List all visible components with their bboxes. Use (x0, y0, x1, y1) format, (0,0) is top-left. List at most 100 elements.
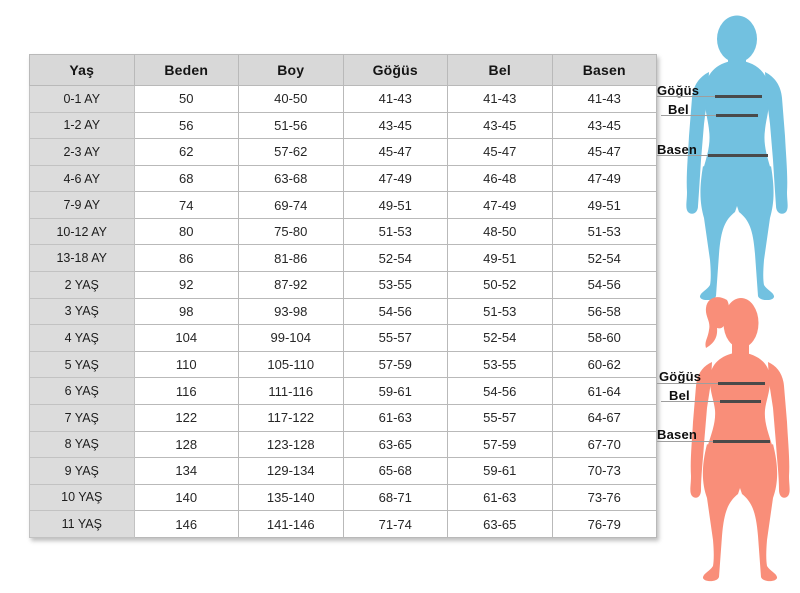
row-age-label: 8 YAŞ (29, 430, 135, 459)
table-cell: 117-122 (238, 403, 344, 432)
table-cell: 52-54 (342, 244, 448, 273)
table-cell: 56 (133, 111, 239, 140)
table-cell: 40-50 (238, 85, 344, 113)
table-header-row: Yaş Beden Boy Göğüs Bel Basen (29, 54, 657, 86)
table-cell: 59-61 (342, 377, 448, 405)
woman-waist-label: Bel (669, 388, 690, 403)
table-cell: 68 (133, 164, 239, 193)
child-chest-guide-line (657, 96, 717, 97)
table-cell: 46-48 (447, 164, 553, 193)
woman-figure-silhouette (690, 297, 790, 582)
row-age-label: 5 YAŞ (29, 350, 135, 379)
table-cell: 92 (133, 271, 239, 299)
table-cell: 50 (133, 85, 239, 113)
table-cell: 63-68 (238, 164, 344, 193)
table-cell: 146 (133, 510, 239, 538)
table-cell: 53-55 (342, 271, 448, 299)
table-cell: 64-67 (551, 403, 657, 432)
woman-body-icon (690, 297, 790, 582)
table-cell: 55-57 (342, 324, 448, 352)
header-cell-waist: Bel (447, 54, 553, 86)
table-row: 11 YAŞ 146 141-146 71-74 63-65 76-79 (29, 510, 657, 538)
table-cell: 128 (133, 430, 239, 459)
table-cell: 122 (133, 403, 239, 432)
table-cell: 51-56 (238, 111, 344, 140)
table-cell: 104 (133, 324, 239, 352)
size-chart-table: Yaş Beden Boy Göğüs Bel Basen 0-1 AY 50 40… (29, 54, 657, 538)
row-age-label: 13-18 AY (29, 244, 135, 273)
table-cell: 41-43 (447, 85, 553, 113)
table-row: 7 YAŞ 122 117-122 61-63 55-57 64-67 (29, 403, 657, 432)
woman-hip-guide-line (657, 441, 715, 442)
table-cell: 61-63 (447, 483, 553, 512)
table-row: 7-9 AY 74 69-74 49-51 47-49 49-51 (29, 191, 657, 219)
table-cell: 54-56 (447, 377, 553, 405)
header-cell-chest: Göğüs (342, 54, 448, 86)
table-cell: 49-51 (342, 191, 448, 219)
table-cell: 49-51 (551, 191, 657, 219)
table-cell: 45-47 (551, 138, 657, 166)
table-cell: 52-54 (447, 324, 553, 352)
table-cell: 68-71 (342, 483, 448, 512)
woman-hip-measure-line (713, 440, 770, 443)
table-row: 4-6 AY 68 63-68 47-49 46-48 47-49 (29, 164, 657, 193)
child-chest-label: Göğüs (657, 83, 700, 98)
table-cell: 43-45 (342, 111, 448, 140)
table-cell: 87-92 (238, 271, 344, 299)
table-cell: 41-43 (551, 85, 657, 113)
table-cell: 73-76 (551, 483, 657, 512)
child-waist-guide-line (661, 115, 718, 116)
table-cell: 54-56 (342, 297, 448, 326)
row-age-label: 10 YAŞ (29, 483, 135, 512)
table-cell: 51-53 (551, 217, 657, 246)
table-row: 2-3 AY 62 57-62 45-47 45-47 45-47 (29, 138, 657, 166)
table-cell: 45-47 (342, 138, 448, 166)
table-row: 5 YAŞ 110 105-110 57-59 53-55 60-62 (29, 350, 657, 379)
row-age-label: 7 YAŞ (29, 403, 135, 432)
woman-chest-label: Göğüs (659, 369, 702, 384)
table-cell: 116 (133, 377, 239, 405)
table-cell: 69-74 (238, 191, 344, 219)
table-cell: 52-54 (551, 244, 657, 273)
table-cell: 129-134 (238, 457, 344, 485)
table-row: 2 YAŞ 92 87-92 53-55 50-52 54-56 (29, 271, 657, 299)
table-cell: 47-49 (342, 164, 448, 193)
table-cell: 48-50 (447, 217, 553, 246)
table-cell: 123-128 (238, 430, 344, 459)
table-cell: 110 (133, 350, 239, 379)
table-cell: 58-60 (551, 324, 657, 352)
header-cell-height: Boy (238, 54, 344, 86)
table-cell: 47-49 (551, 164, 657, 193)
table-body: 0-1 AY 50 40-50 41-43 41-43 41-43 1-2 AY 56 51-5… (29, 85, 657, 538)
table-row: 10-12 AY 80 75-80 51-53 48-50 51-53 (29, 217, 657, 246)
header-cell-age: Yaş (29, 54, 135, 86)
table-cell: 53-55 (447, 350, 553, 379)
table-cell: 98 (133, 297, 239, 326)
row-age-label: 0-1 AY (29, 85, 135, 113)
row-age-label: 9 YAŞ (29, 457, 135, 485)
row-age-label: 1-2 AY (29, 111, 135, 140)
child-hip-guide-line (657, 155, 710, 156)
row-age-label: 7-9 AY (29, 191, 135, 219)
header-cell-size: Beden (133, 54, 239, 86)
table-cell: 47-49 (447, 191, 553, 219)
table-cell: 59-61 (447, 457, 553, 485)
table-cell: 80 (133, 217, 239, 246)
table-cell: 134 (133, 457, 239, 485)
row-age-label: 6 YAŞ (29, 377, 135, 405)
table-cell: 65-68 (342, 457, 448, 485)
table-cell: 135-140 (238, 483, 344, 512)
table-cell: 111-116 (238, 377, 344, 405)
table-cell: 105-110 (238, 350, 344, 379)
header-cell-hip: Basen (551, 54, 657, 86)
table-cell: 43-45 (447, 111, 553, 140)
table-cell: 61-64 (551, 377, 657, 405)
table-cell: 76-79 (551, 510, 657, 538)
row-age-label: 10-12 AY (29, 217, 135, 246)
table-cell: 41-43 (342, 85, 448, 113)
table-row: 9 YAŞ 134 129-134 65-68 59-61 70-73 (29, 457, 657, 485)
row-age-label: 2 YAŞ (29, 271, 135, 299)
table-row: 6 YAŞ 116 111-116 59-61 54-56 61-64 (29, 377, 657, 405)
table-cell: 43-45 (551, 111, 657, 140)
woman-chest-guide-line (657, 383, 720, 384)
